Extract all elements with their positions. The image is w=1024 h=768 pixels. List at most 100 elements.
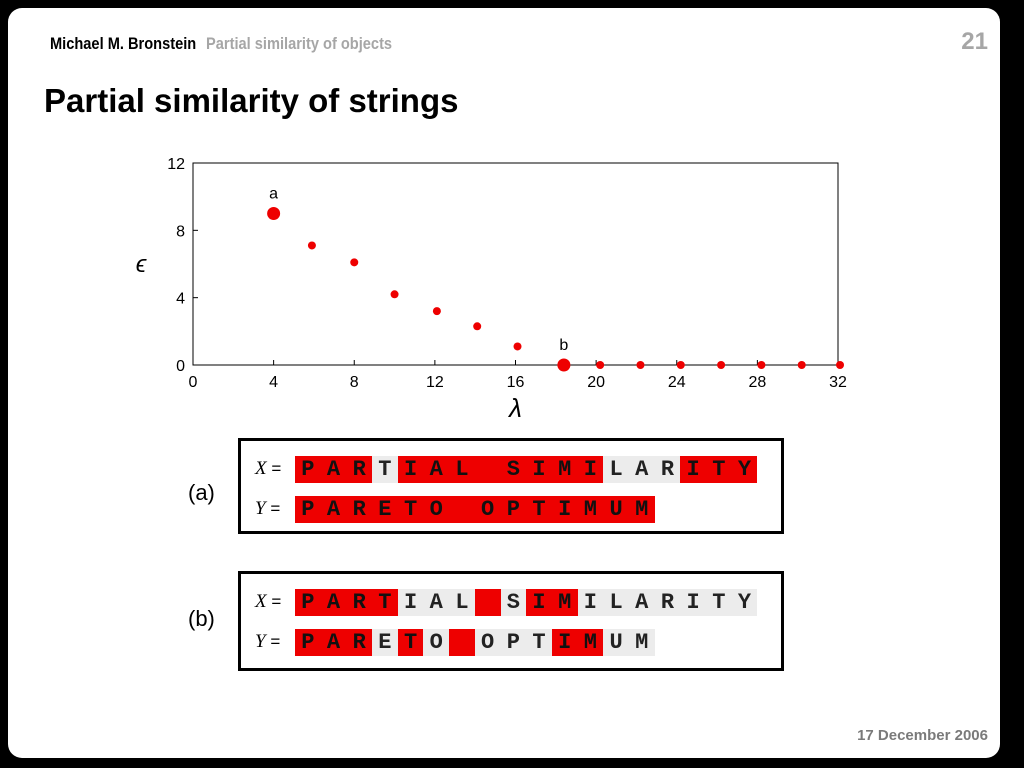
char-cell: O (474, 495, 501, 523)
page-number: 21 (961, 28, 988, 55)
char-cell: S (500, 588, 527, 616)
char-cell: R (346, 455, 373, 483)
char-cell: T (706, 455, 732, 483)
char-cell (449, 495, 475, 523)
char-cell: T (397, 628, 424, 656)
y-tick-label: 12 (167, 156, 185, 173)
char-cell: I (680, 588, 706, 616)
char-cell: O (423, 628, 450, 656)
slide: Michael M. Bronstein Partial similarity … (8, 8, 1000, 758)
char-cell: R (346, 628, 373, 656)
char-cell: R (654, 588, 681, 616)
char-cell: R (346, 495, 373, 523)
x-tick-label: 24 (668, 374, 686, 391)
char-cell: I (551, 628, 578, 656)
char-cell: Y (731, 588, 758, 616)
footer-date: 17 December 2006 (857, 727, 988, 744)
y-tick-label: 8 (176, 223, 185, 240)
char-cell: A (320, 455, 347, 483)
data-point (676, 361, 685, 369)
char-cell: I (526, 455, 552, 483)
y-tick-label: 0 (176, 358, 185, 375)
char-cell: T (526, 495, 552, 523)
data-point (390, 290, 399, 299)
char-cell: A (320, 628, 347, 656)
char-cell: O (423, 495, 450, 523)
row-label: X = (255, 458, 282, 479)
char-cell: T (526, 628, 552, 656)
char-cell: L (603, 455, 629, 483)
data-point (717, 361, 726, 369)
x-tick-label: 20 (587, 374, 605, 391)
char-cell: P (295, 588, 321, 616)
char-cell: T (397, 495, 424, 523)
point-label: b (559, 337, 568, 354)
slide-title: Partial similarity of strings (44, 82, 459, 119)
data-point (836, 361, 845, 369)
char-cell: R (346, 588, 373, 616)
data-point (473, 322, 482, 331)
data-point (350, 258, 359, 267)
x-tick-label: 28 (748, 374, 766, 391)
char-cell: I (397, 455, 424, 483)
char-cell: I (526, 588, 552, 616)
x-tick-label: 16 (507, 374, 525, 391)
char-cell: I (397, 588, 424, 616)
char-cell: T (372, 455, 398, 483)
example-b-label: (b) (188, 606, 215, 631)
x-tick-label: 32 (829, 374, 847, 391)
char-cell: Y (731, 455, 758, 483)
point-label: a (269, 186, 278, 203)
char-cell: T (706, 588, 732, 616)
row-label: Y = (255, 498, 281, 519)
char-cell: L (603, 588, 629, 616)
char-cell: R (654, 455, 681, 483)
char-cell: P (295, 628, 321, 656)
char-cell: U (603, 628, 629, 656)
char-cell: M (577, 628, 604, 656)
data-point (596, 361, 605, 369)
char-cell (449, 628, 475, 656)
data-point (513, 342, 522, 351)
char-cell: S (500, 455, 527, 483)
data-point (307, 241, 316, 250)
char-cell: M (551, 588, 578, 616)
char-cell: A (423, 588, 450, 616)
data-point (267, 207, 281, 220)
char-cell: M (628, 495, 655, 523)
x-tick-label: 8 (350, 374, 359, 391)
y-tick-label: 4 (176, 291, 185, 308)
row-label: X = (255, 591, 282, 612)
char-cell: M (628, 628, 655, 656)
char-cell: A (320, 588, 347, 616)
char-cell: O (474, 628, 501, 656)
data-point (636, 361, 645, 369)
data-point (797, 361, 806, 369)
char-cell: A (423, 455, 450, 483)
char-cell: P (500, 628, 527, 656)
char-cell: P (500, 495, 527, 523)
slide-header: Michael M. Bronstein Partial similarity … (50, 34, 422, 64)
char-cell: L (449, 588, 475, 616)
char-cell: A (628, 455, 655, 483)
y-axis-label: ϵ (136, 251, 147, 278)
char-cell: M (551, 455, 578, 483)
char-cell: I (551, 495, 578, 523)
char-cell: E (372, 628, 398, 656)
plot-frame (192, 162, 839, 366)
char-cell: T (372, 588, 398, 616)
char-cell: I (577, 455, 604, 483)
char-cell: P (295, 495, 321, 523)
char-cell (474, 455, 501, 483)
char-cell: A (320, 495, 347, 523)
char-cell: A (628, 588, 655, 616)
